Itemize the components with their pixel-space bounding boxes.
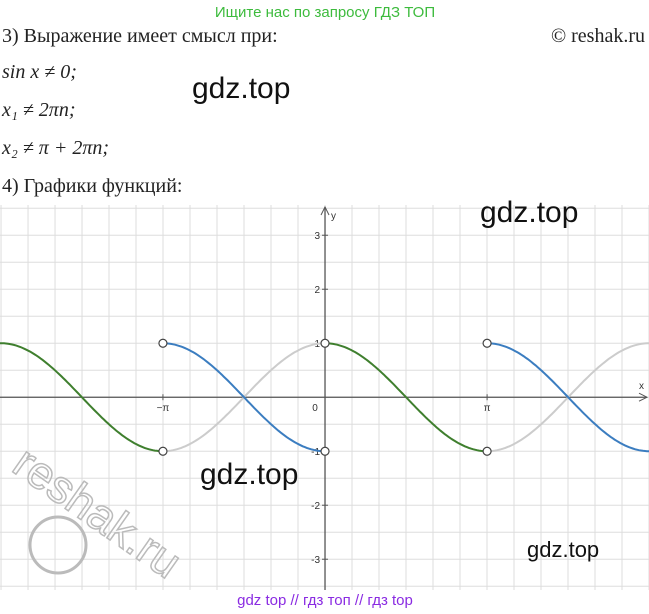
y-tick-label: 2 [314, 285, 320, 296]
watermark: gdz.top [527, 537, 599, 562]
open-point [158, 446, 168, 456]
arrow [320, 205, 330, 216]
open-point [320, 446, 330, 456]
math-line: sin x ≠ 0; [2, 61, 77, 83]
banner: Ищите нас по запросу ГДЗ ТОП [215, 4, 435, 21]
y-tick-label: 3 [314, 231, 320, 242]
y-tick-label: -1 [311, 447, 320, 458]
open-point [482, 338, 492, 348]
stamp-circle [28, 515, 88, 575]
y-tick-label: -3 [311, 555, 320, 566]
copyright: © reshak.ru [551, 25, 645, 47]
text-line: 4) Графики функций: [2, 175, 182, 197]
open-point [482, 446, 492, 456]
curve-blue [162, 342, 325, 453]
math-line: x₁ ≠ 2πn; [1, 99, 76, 121]
y-tick-label: -2 [311, 501, 320, 512]
axis-label: x [639, 381, 644, 392]
open-point [320, 338, 330, 348]
watermark: gdz.top [192, 72, 290, 105]
text-line: 3) Выражение имеет смысл при: [2, 25, 278, 47]
watermark: gdz.top [200, 458, 298, 491]
arrow [638, 392, 649, 402]
x-tick-label: −π [157, 403, 170, 414]
curve-blue [487, 342, 649, 453]
open-point [158, 338, 168, 348]
x-tick-label: 0 [312, 403, 318, 414]
x-tick-label: π [484, 403, 491, 414]
math-line: x₂ ≠ π + 2πn; [1, 137, 109, 159]
footer: gdz top // гдз топ // гдз top [237, 592, 413, 609]
watermark: gdz.top [480, 196, 578, 229]
axis-label: y [331, 211, 336, 222]
curve-green [0, 342, 163, 453]
curve-green [324, 342, 488, 453]
